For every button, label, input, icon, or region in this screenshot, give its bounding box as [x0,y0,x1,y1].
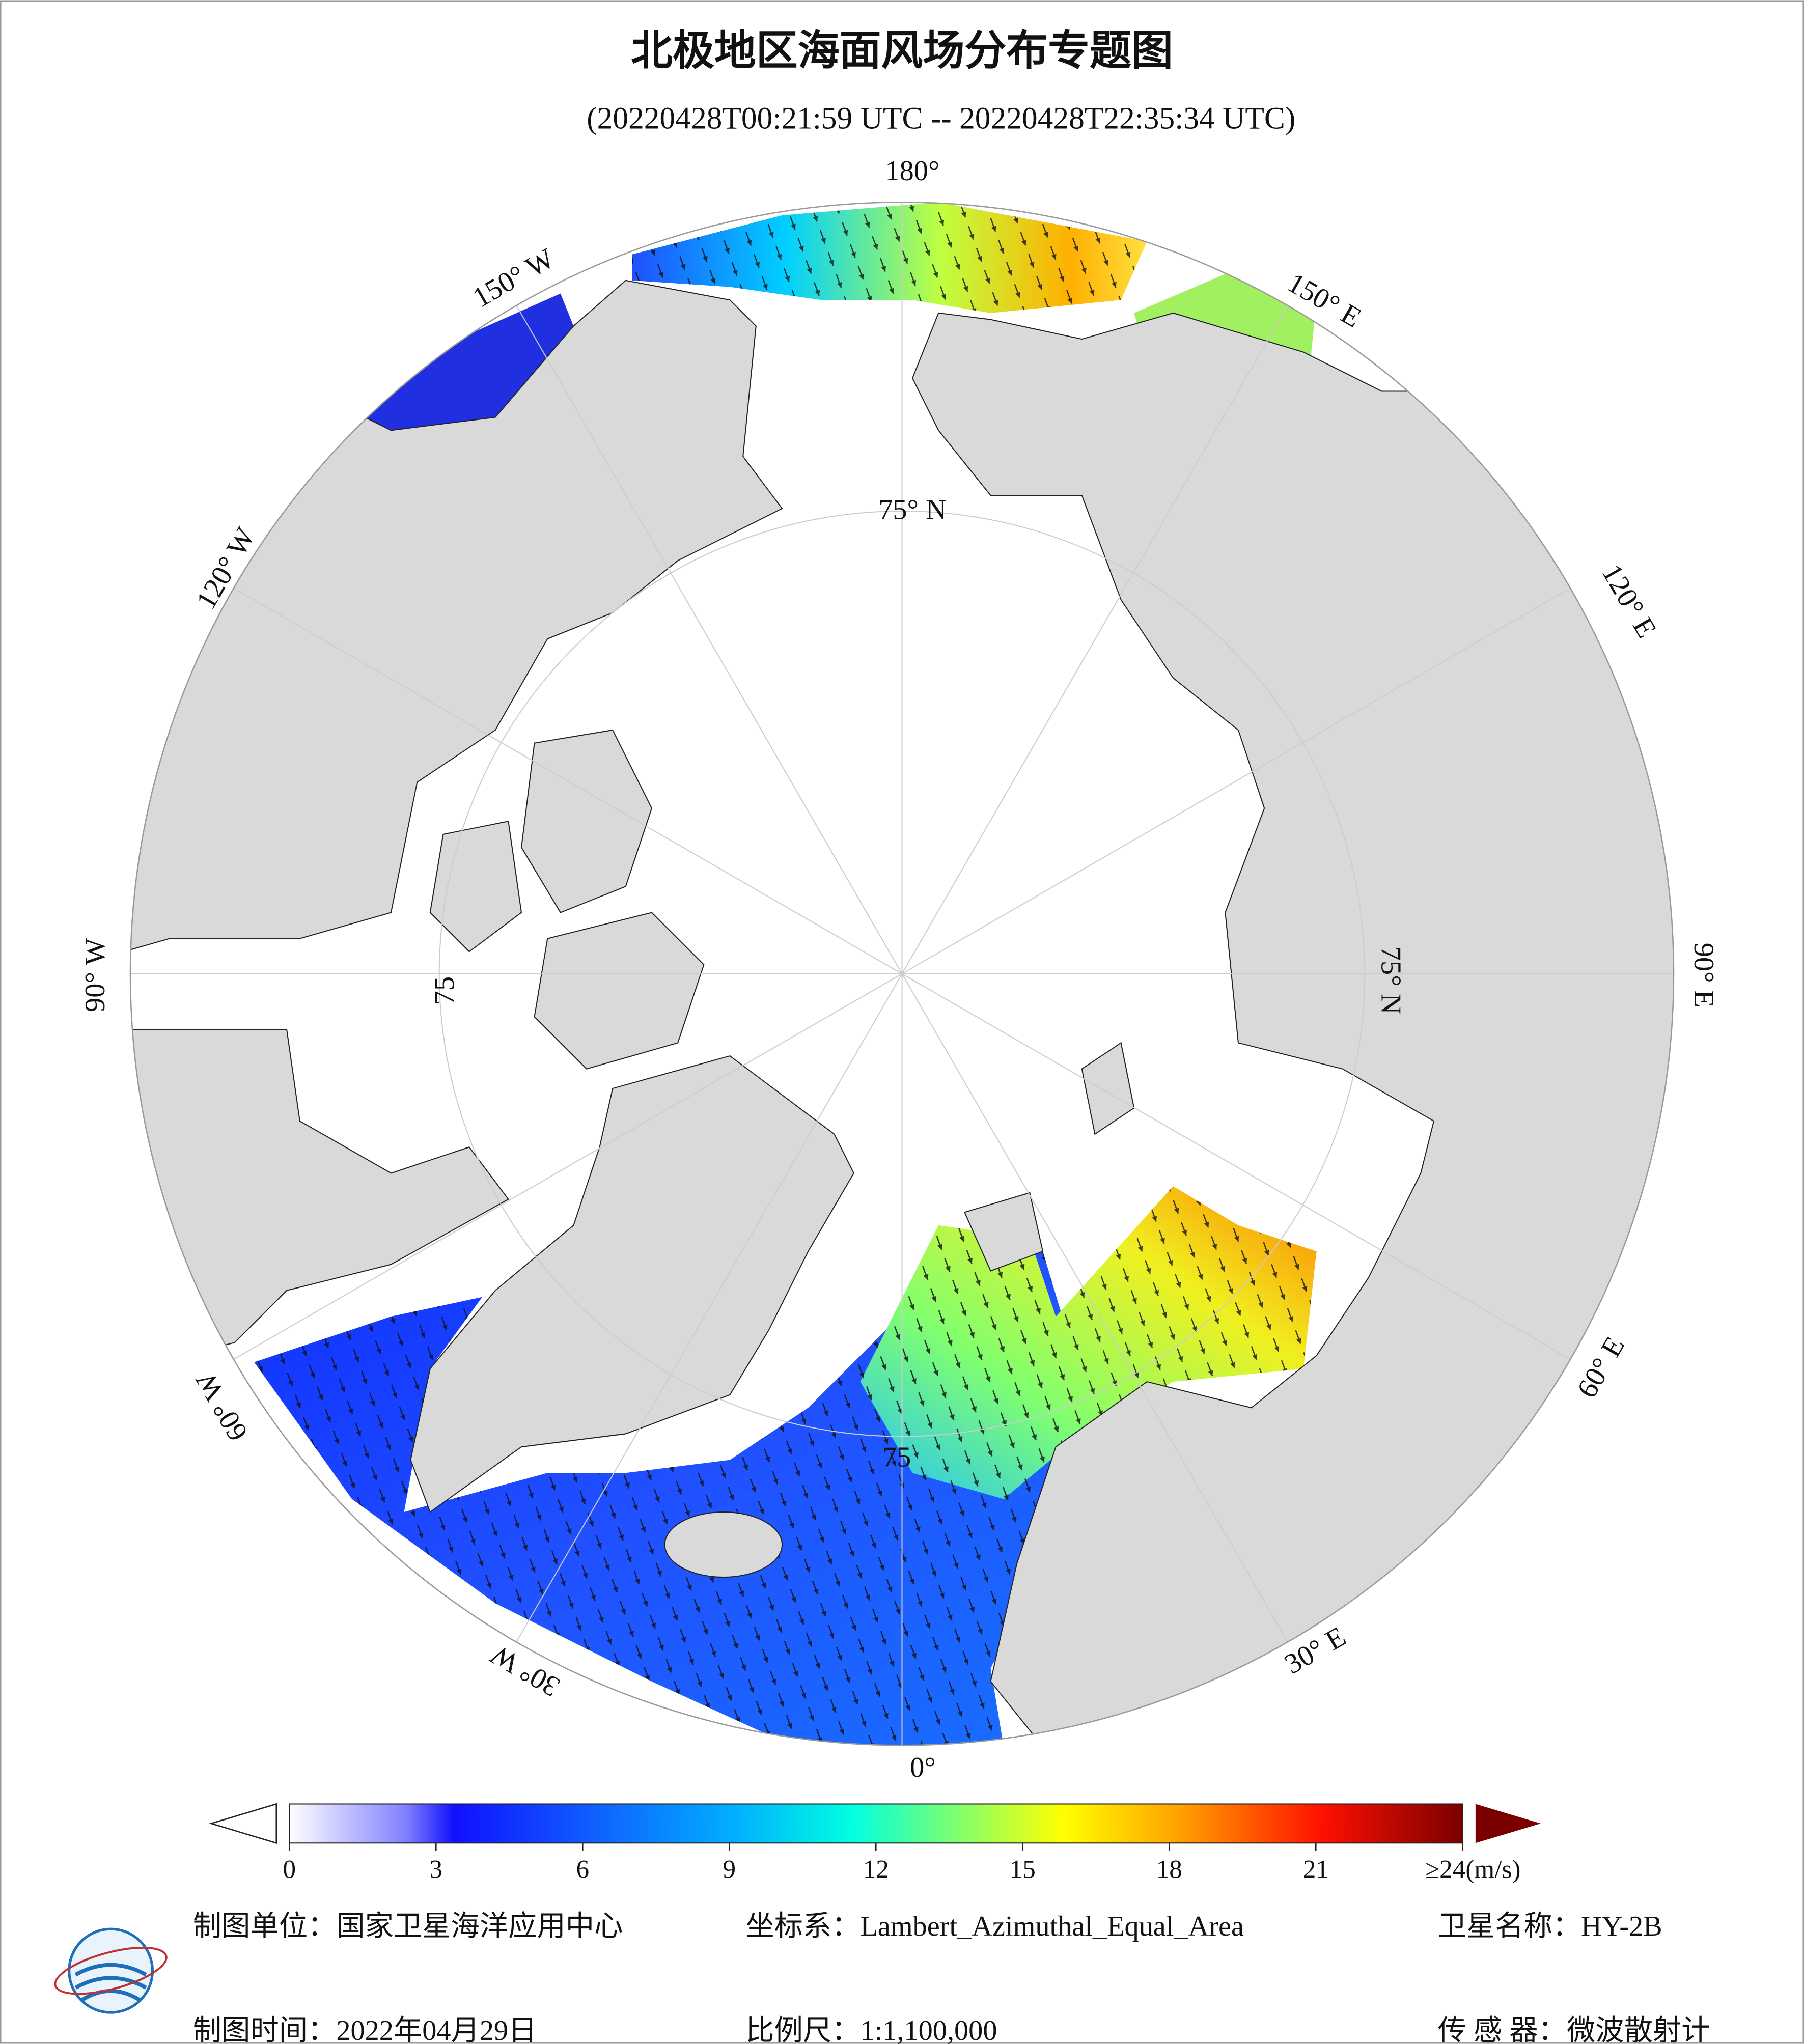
footer: 制图单位：国家卫星海洋应用中心 坐标系：Lambert_Azimuthal_Eq… [54,1911,1710,2044]
footer-crs: 坐标系：Lambert_Azimuthal_Equal_Area [745,1911,1244,1942]
lon-label: 120° E [1596,559,1662,643]
lat-label: 75 [429,976,460,1005]
footer-scale: 比例尺：1:1,100,000 [745,2015,997,2044]
lat-label: 75° N [878,494,947,525]
wind-field [254,202,1317,1746]
title: 北极地区海面风场分布专题图 [631,27,1173,74]
colorbar-under [209,1803,277,1844]
footer-satellite: 卫星名称：HY-2B [1438,1911,1662,1942]
colorbar-tick-label: 0 [283,1855,296,1884]
lat-label: 75° N [1375,946,1406,1015]
land [130,279,1674,1746]
colorbar-over [1475,1804,1541,1843]
logo [54,1927,168,2014]
lon-label: 180° [885,155,939,187]
graticule [130,202,1674,1746]
colorbar-tick-label: 18 [1156,1855,1182,1884]
footer-date: 制图时间：2022年04月29日 [193,2015,537,2044]
colorbar-tick-label: 15 [1010,1855,1036,1884]
lon-label: 90° W [79,938,111,1012]
colorbar-tick-label: 12 [863,1855,889,1884]
colorbar-tick-label: 9 [723,1855,736,1884]
colorbar: 0 3 6 9 12 15 18 21 ≥24(m/s) [209,1803,1541,1884]
footer-sensor: 传 感 器：微波散射计 [1438,2015,1710,2044]
colorbar-tick-label: 21 [1303,1855,1329,1884]
lat-label: 75 [882,1442,911,1473]
colorbar-tick-label: 3 [430,1855,443,1884]
wind-patch [365,293,574,431]
lon-label: 0° [910,1752,936,1783]
subtitle: (20220428T00:21:59 UTC -- 20220428T22:35… [587,101,1295,136]
lon-label: 90° E [1688,943,1719,1007]
map-border [129,201,1675,1746]
map [130,202,1674,1746]
colorbar-tick-label: 6 [576,1855,590,1884]
colorbar-ramp [289,1803,1463,1844]
footer-unit: 制图单位：国家卫星海洋应用中心 [193,1911,623,1942]
colorbar-tick-label: ≥24(m/s) [1425,1855,1520,1884]
